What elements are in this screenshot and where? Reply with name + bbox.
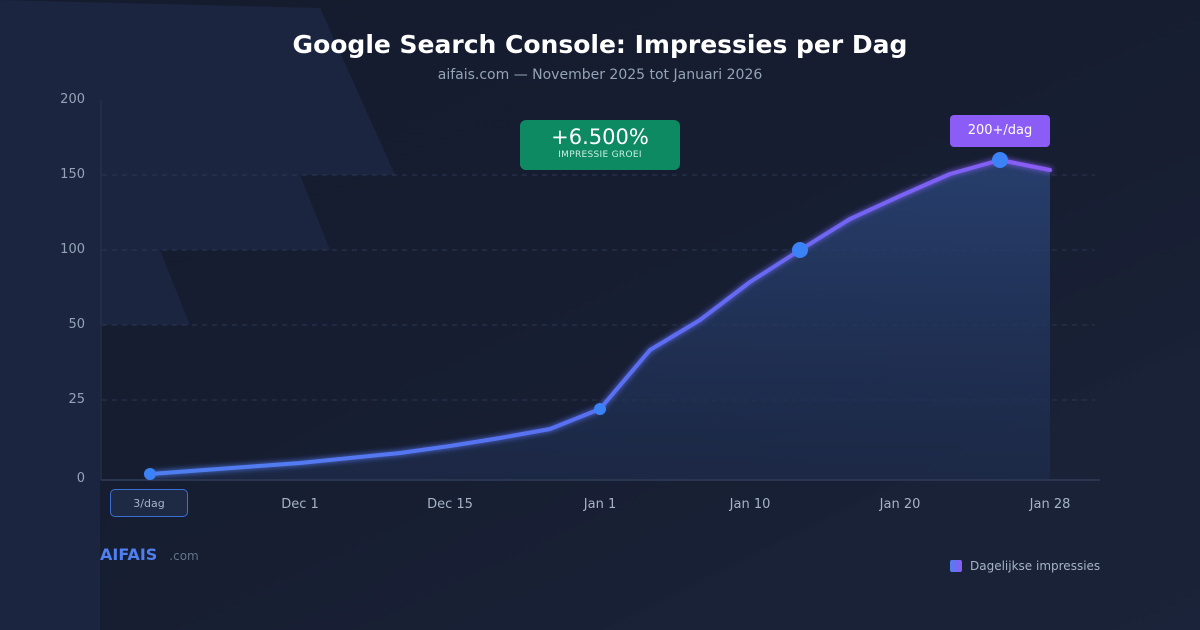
x-tick-jan20: Jan 20 (879, 497, 921, 512)
y-tick-100: 100 (60, 242, 85, 257)
growth-value: +6.500% (551, 125, 649, 149)
x-tick-dec15: Dec 15 (427, 497, 473, 512)
x-tick-dec1: Dec 1 (281, 497, 319, 512)
area-fill (150, 160, 1050, 479)
data-point-jan1[interactable] (594, 403, 606, 415)
legend-swatch-icon (950, 560, 962, 572)
brand-logo[interactable]: AIFAIS .com (100, 545, 199, 564)
x-tick-jan10: Jan 10 (729, 497, 771, 512)
legend-label: Dagelijkse impressies (970, 559, 1101, 573)
chart-title: Google Search Console: Impressies per Da… (292, 30, 908, 59)
chart-legend[interactable]: Dagelijkse impressies (950, 559, 1100, 573)
logo-tld: .com (169, 549, 199, 563)
data-point-start[interactable] (144, 468, 156, 480)
x-tick-jan28: Jan 28 (1029, 497, 1071, 512)
growth-label: IMPRESSIE GROEI (558, 150, 642, 160)
y-tick-25: 25 (68, 392, 85, 407)
x-tick-jan1: Jan 1 (583, 497, 617, 512)
y-tick-50: 50 (68, 317, 85, 332)
logo-text: AIFAIS (100, 545, 158, 564)
chart-subtitle: aifais.com — November 2025 tot Januari 2… (437, 67, 763, 83)
growth-badge: +6.500% IMPRESSIE GROEI (520, 120, 680, 170)
data-point-jan13[interactable] (792, 242, 808, 258)
y-tick-150: 150 (60, 167, 85, 182)
y-tick-0: 0 (76, 471, 85, 486)
start-value-badge: 3/dag (110, 489, 188, 517)
data-point-peak[interactable] (992, 152, 1008, 168)
impressions-line (148, 158, 1052, 476)
y-tick-200: 200 (60, 92, 85, 107)
peak-badge: 200+/dag (950, 115, 1050, 147)
